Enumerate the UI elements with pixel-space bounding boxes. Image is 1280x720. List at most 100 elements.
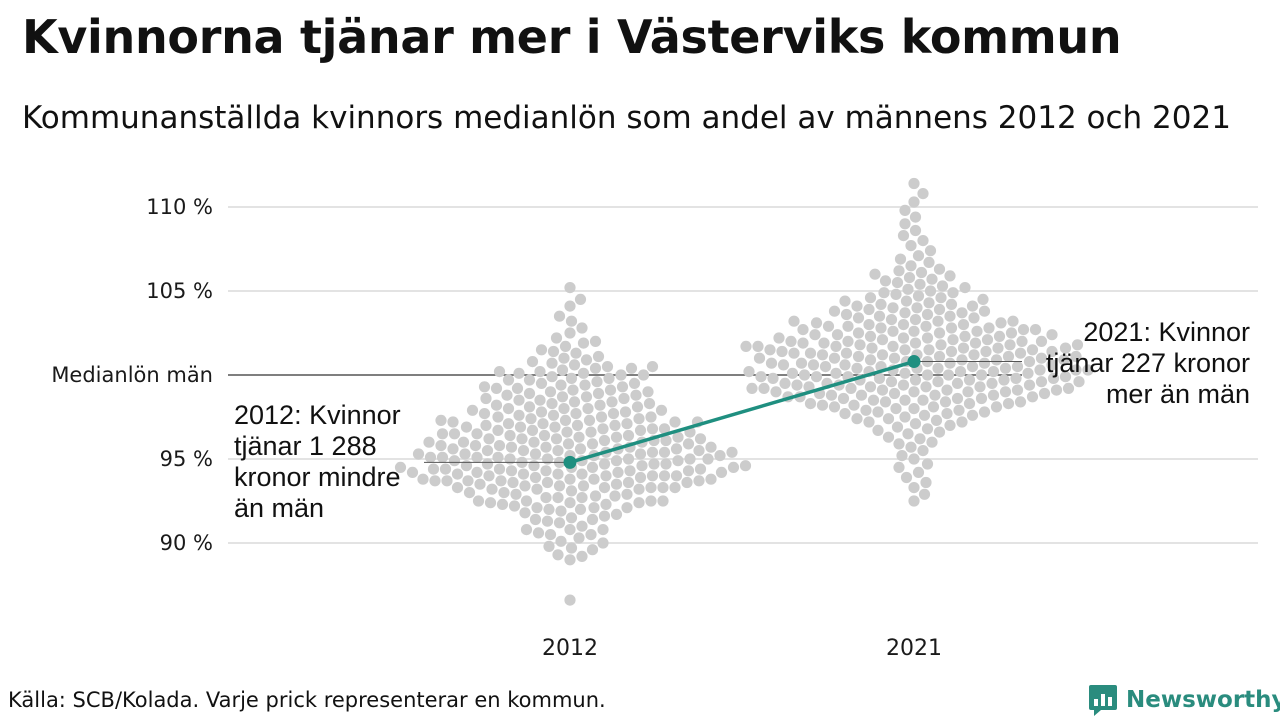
municipality-dot: [505, 441, 518, 453]
municipality-dot: [921, 332, 934, 344]
municipality-dot: [565, 542, 578, 554]
municipality-dot: [795, 357, 808, 369]
municipality-dot: [816, 399, 829, 411]
municipality-dot: [546, 398, 558, 410]
municipality-dot: [643, 398, 656, 410]
municipality-dot: [962, 386, 974, 398]
municipality-dot: [905, 441, 917, 453]
municipality-dot: [492, 424, 504, 436]
municipality-dot: [570, 347, 582, 359]
municipality-dot: [564, 282, 576, 294]
municipality-dot: [705, 473, 717, 485]
municipality-dot: [966, 300, 979, 312]
municipality-dot: [944, 357, 956, 369]
municipality-dot: [610, 508, 623, 520]
municipality-dot: [576, 322, 588, 334]
municipality-dot: [923, 344, 935, 356]
municipality-dot: [980, 345, 992, 358]
municipality-dot: [564, 497, 576, 509]
municipality-dot: [905, 240, 917, 252]
municipality-dot: [758, 382, 770, 394]
municipality-dot: [947, 287, 959, 299]
municipality-dot: [918, 488, 931, 500]
municipality-dot: [588, 502, 600, 514]
municipality-dot: [866, 342, 878, 354]
municipality-dot: [899, 367, 911, 379]
municipality-dot: [909, 337, 922, 349]
municipality-dot: [798, 369, 811, 381]
municipality-dot: [490, 399, 503, 411]
municipality-dot: [863, 319, 875, 331]
municipality-dot: [459, 448, 471, 460]
municipality-dot: [864, 330, 877, 342]
municipality-dot: [851, 413, 863, 425]
municipality-dot: [797, 324, 809, 336]
municipality-dot: [715, 466, 728, 478]
municipality-dot: [541, 515, 554, 527]
municipality-dot: [897, 319, 910, 331]
municipality-dot: [535, 406, 548, 418]
highlight-line: [569, 359, 915, 465]
municipality-dot: [633, 483, 645, 495]
municipality-dot: [917, 188, 929, 200]
municipality-dot: [555, 505, 567, 517]
municipality-dot: [565, 485, 578, 497]
municipality-dot: [923, 297, 935, 309]
municipality-dot: [585, 529, 597, 541]
municipality-dot: [528, 460, 540, 472]
municipality-dot: [957, 342, 970, 354]
municipality-dot: [933, 426, 946, 438]
municipality-dot: [513, 367, 525, 379]
municipality-dot: [908, 495, 920, 507]
municipality-dot: [529, 471, 542, 484]
municipality-dot: [891, 421, 904, 433]
municipality-dot: [682, 438, 695, 450]
y-tick-label: 105 %: [146, 279, 213, 303]
municipality-dot: [670, 443, 683, 455]
municipality-dot: [929, 389, 941, 401]
municipality-dot: [923, 256, 935, 268]
municipality-dot: [1011, 361, 1024, 373]
municipality-dot: [776, 345, 788, 358]
municipality-dot: [529, 513, 542, 526]
annotation-leaders: [424, 361, 1022, 463]
municipality-dot: [550, 433, 563, 445]
municipality-dot: [552, 549, 564, 561]
municipality-dot: [830, 367, 842, 379]
municipality-dot: [702, 453, 714, 465]
municipality-dot: [498, 487, 510, 499]
municipality-dot: [622, 429, 635, 442]
municipality-dot: [610, 478, 623, 490]
municipality-dot: [999, 362, 1012, 374]
municipality-dot: [516, 433, 528, 445]
municipality-dot: [920, 381, 932, 393]
municipality-dot: [971, 325, 983, 337]
municipality-dot: [621, 488, 633, 500]
municipality-dot: [435, 440, 447, 452]
municipality-dot: [535, 344, 548, 356]
municipality-dot: [502, 374, 515, 386]
municipality-dot: [848, 399, 860, 411]
municipality-dot: [621, 418, 633, 430]
municipality-dot: [529, 448, 542, 460]
municipality-dot: [672, 455, 684, 467]
municipality-dot: [624, 465, 636, 477]
municipality-dot: [622, 453, 635, 465]
municipality-dot: [526, 424, 539, 436]
municipality-dot: [797, 337, 809, 349]
municipality-dot: [779, 377, 791, 389]
municipality-dot: [746, 382, 758, 394]
municipality-dot: [983, 322, 995, 334]
highlight-point: [563, 455, 577, 469]
municipality-dot: [1002, 350, 1015, 363]
municipality-dot: [899, 344, 911, 356]
annotations: 2012: Kvinnor tjänar 1 288 kronor mindre än…: [234, 317, 1250, 523]
municipality-dot: [885, 376, 898, 388]
municipality-dot: [504, 453, 516, 465]
municipality-dot: [897, 230, 910, 242]
municipality-dot: [890, 403, 902, 415]
municipality-dot: [471, 428, 483, 440]
municipality-dot: [493, 440, 506, 452]
municipality-dot: [1017, 324, 1030, 336]
municipality-dot: [912, 250, 925, 262]
